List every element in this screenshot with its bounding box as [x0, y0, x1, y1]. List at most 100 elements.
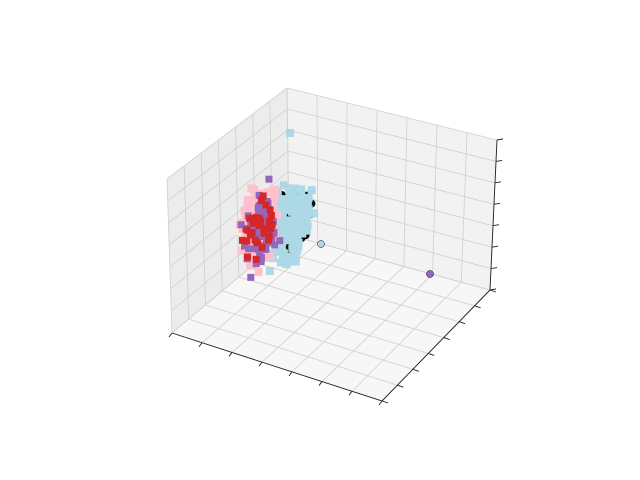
- data-point: [262, 201, 270, 209]
- data-point: [237, 246, 246, 255]
- floor-grid-line: [205, 304, 413, 370]
- data-point: [292, 194, 301, 203]
- left-pane: [167, 88, 289, 333]
- data-point: [291, 257, 300, 266]
- floor-grid-line: [188, 318, 398, 386]
- data-point: [252, 243, 260, 251]
- x-tick: [378, 400, 383, 406]
- data-point: [245, 245, 253, 253]
- data-point: [256, 217, 264, 225]
- left-grid-line: [169, 171, 289, 268]
- data-point: [288, 244, 297, 253]
- data-point: [255, 232, 263, 240]
- data-point: [291, 184, 300, 193]
- back-grid-line: [287, 129, 496, 184]
- data-point: [255, 191, 263, 199]
- z-tick: [495, 159, 503, 162]
- data-point: [254, 267, 263, 276]
- data-point: [266, 217, 274, 225]
- data-point: [249, 219, 257, 227]
- data-point: [282, 199, 291, 208]
- tick-marks: [168, 138, 504, 406]
- data-point: [283, 204, 292, 213]
- y-axis-line: [381, 289, 491, 402]
- data-point: [278, 247, 287, 256]
- z-tick: [489, 288, 497, 291]
- x-tick: [228, 352, 233, 357]
- data-point: [257, 196, 265, 204]
- y-tick: [474, 305, 481, 309]
- data-point: [272, 247, 281, 256]
- back-grid-line: [374, 110, 378, 259]
- data-point: [302, 210, 311, 219]
- floor-grid-line: [351, 281, 462, 392]
- x-axis-line: [171, 332, 383, 402]
- z-tick: [494, 181, 502, 184]
- left-grid-line: [200, 152, 206, 306]
- data-point: [304, 193, 313, 202]
- z-tick: [490, 267, 498, 270]
- data-point: [293, 222, 302, 231]
- left-grid-line: [168, 150, 289, 246]
- data-points: [235, 129, 434, 281]
- data-point: [277, 225, 286, 234]
- floor-grid-line: [291, 266, 405, 373]
- back-grid-line: [288, 192, 493, 248]
- data-point: [276, 237, 284, 245]
- floor-grid-line: [231, 250, 347, 353]
- data-point: [258, 243, 266, 251]
- data-point: [268, 221, 276, 229]
- data-point: [271, 241, 279, 249]
- data-point: [252, 255, 260, 263]
- data-point: [301, 215, 310, 224]
- data-point: [303, 199, 312, 208]
- data-point: [254, 204, 262, 212]
- data-point: [244, 253, 252, 261]
- back-grid-line: [432, 125, 438, 275]
- data-point: [280, 230, 289, 239]
- back-grid-line: [316, 95, 319, 243]
- back-grid-line: [460, 132, 468, 283]
- data-point: [307, 186, 316, 195]
- data-point: [291, 209, 300, 218]
- data-point: [248, 229, 256, 237]
- data-point: [277, 203, 286, 212]
- data-point: [299, 194, 308, 203]
- data-point: [278, 212, 287, 221]
- left-grid-line: [166, 87, 288, 180]
- data-point: [296, 212, 305, 221]
- data-point: [238, 236, 246, 244]
- back-grid-line: [287, 108, 497, 162]
- data-point: [286, 221, 295, 230]
- y-tick: [489, 289, 497, 293]
- data-point: [243, 195, 252, 204]
- z-tick: [491, 245, 499, 248]
- data-point: [253, 239, 261, 247]
- data-point: [265, 267, 274, 276]
- left-grid-line: [218, 139, 223, 292]
- floor-grid-line: [272, 248, 475, 307]
- data-point: [237, 221, 245, 229]
- data-point: [248, 205, 257, 214]
- y-tick: [412, 368, 419, 372]
- data-point: [241, 242, 249, 250]
- data-point: [299, 203, 308, 212]
- data-point: [247, 184, 256, 193]
- floor-grid-line: [261, 258, 376, 363]
- data-point: [276, 258, 285, 267]
- data-point: [265, 175, 273, 183]
- data-point: [269, 204, 278, 213]
- data-point: [259, 192, 267, 200]
- data-point: [279, 181, 288, 190]
- x-tick: [198, 342, 203, 347]
- data-point: [293, 246, 302, 255]
- data-point: [270, 185, 279, 194]
- data-point: [246, 214, 254, 222]
- z-tick: [492, 224, 500, 227]
- data-point: [266, 252, 275, 261]
- y-tick: [397, 384, 404, 388]
- x-tick: [258, 361, 263, 367]
- back-pane: [287, 88, 497, 290]
- floor-grid-line: [255, 262, 460, 323]
